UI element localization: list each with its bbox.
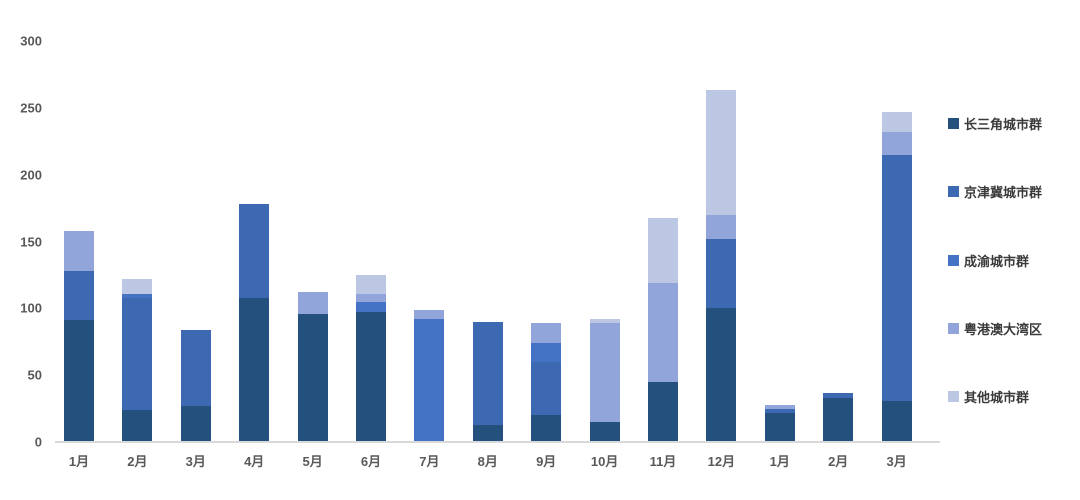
bar-segment[interactable] [531, 415, 562, 442]
x-tick-label: 11月 [649, 454, 677, 469]
bar-segment[interactable] [297, 292, 328, 314]
bar-segment[interactable] [64, 320, 94, 442]
legend-swatch-icon [948, 322, 959, 334]
bar-segment[interactable] [122, 293, 153, 298]
bar-segment[interactable] [64, 270, 94, 321]
bar-column [414, 309, 445, 442]
bar-segment[interactable] [239, 297, 270, 442]
bar-segment[interactable] [881, 111, 912, 133]
y-tick-label: 150 [20, 234, 42, 249]
bar-segment[interactable] [64, 230, 94, 271]
bar-segment[interactable] [648, 217, 678, 284]
bar-segment[interactable] [648, 381, 678, 442]
bar-segment[interactable] [823, 397, 854, 442]
legend-swatch-icon [948, 254, 959, 266]
x-axis-line [55, 441, 940, 443]
bar-segment[interactable] [706, 308, 737, 442]
bar-column [64, 230, 94, 442]
bar-segment[interactable] [531, 361, 562, 416]
legend-label: 成渝城市群 [964, 253, 1030, 269]
bar-segment[interactable] [414, 309, 445, 319]
x-tick-label: 3月 [185, 454, 206, 469]
bar-segment[interactable] [472, 321, 503, 425]
legend-label: 粤港澳大湾区 [964, 321, 1043, 337]
bar-segment[interactable] [881, 154, 912, 401]
bar-column [589, 319, 620, 442]
legend-item[interactable]: 京津冀城市群 [948, 182, 1042, 201]
bar-segment[interactable] [472, 424, 503, 442]
bar-column [180, 329, 211, 442]
bar-segment[interactable] [122, 297, 153, 410]
bar-segment[interactable] [648, 283, 678, 382]
legend-label: 长三角城市群 [964, 117, 1043, 132]
legend-swatch-icon [948, 186, 959, 198]
bar-column [356, 274, 386, 442]
bar-segment[interactable] [881, 400, 912, 442]
bar-segment[interactable] [356, 301, 386, 313]
bar-column [764, 404, 795, 442]
bar-segment[interactable] [297, 313, 328, 442]
legend-label: 京津冀城市群 [964, 185, 1043, 201]
bar-segment[interactable] [239, 204, 270, 298]
bar-segment[interactable] [180, 405, 211, 442]
x-tick-label: 1月 [68, 454, 90, 469]
bar-segment[interactable] [531, 323, 562, 344]
bar-column [706, 90, 737, 442]
y-tick-label: 300 [20, 33, 42, 49]
legend-item[interactable]: 长三角城市群 [948, 114, 1042, 133]
bar-segment[interactable] [764, 404, 795, 409]
chart-legend: 长三角城市群 京津冀城市群 成渝城市群粤港澳大湾区 其他城市群 [948, 0, 1078, 500]
x-tick-label: 12月 [707, 454, 736, 469]
bar-column [472, 321, 503, 442]
bar-segment[interactable] [356, 274, 386, 294]
bar-segment[interactable] [764, 408, 795, 413]
bar-column [239, 204, 270, 442]
bar-segment[interactable] [764, 412, 795, 442]
bar-column [122, 278, 153, 442]
bar-segment[interactable] [356, 293, 386, 302]
y-tick-label: 250 [20, 100, 42, 116]
bar-segment[interactable] [823, 392, 854, 398]
bar-segment[interactable] [356, 312, 386, 442]
bar-segment[interactable] [414, 319, 445, 442]
x-tick-label: 6月 [360, 454, 382, 469]
x-tick-label: 2月 [828, 454, 849, 469]
x-tick-label: 9月 [536, 454, 557, 469]
x-tick-label: 4月 [244, 454, 265, 469]
legend-item[interactable]: 成渝城市群 [948, 251, 1029, 270]
bar-segment[interactable] [706, 90, 737, 215]
bar-segment[interactable] [881, 132, 912, 155]
bar-segment[interactable] [180, 329, 211, 406]
y-tick-label: 200 [20, 167, 42, 183]
x-tick-label: 7月 [419, 454, 440, 469]
y-tick-label: 100 [20, 300, 42, 316]
y-tick-label: 0 [34, 434, 42, 450]
bar-column [881, 111, 912, 442]
bar-segment[interactable] [589, 323, 620, 422]
bar-segment[interactable] [706, 238, 737, 309]
bar-segment[interactable] [589, 319, 620, 324]
bar-segment[interactable] [531, 343, 562, 362]
x-tick-label: 3月 [886, 454, 907, 469]
x-tick-label: 1月 [769, 454, 790, 469]
y-tick-label: 50 [27, 367, 42, 383]
bar-column [531, 323, 562, 442]
legend-label: 其他城市群 [964, 390, 1030, 406]
bar-segment[interactable] [122, 278, 153, 294]
legend-swatch-icon [948, 118, 959, 129]
bar-segment[interactable] [706, 214, 737, 239]
legend-swatch-icon [948, 391, 959, 403]
x-tick-label: 2月 [127, 454, 148, 469]
bar-column [297, 292, 328, 442]
bar-segment[interactable] [122, 409, 153, 442]
x-tick-label: 10月 [590, 454, 619, 469]
bar-column [823, 392, 854, 442]
legend-item[interactable]: 其他城市群 [948, 387, 1029, 406]
bar-segment[interactable] [589, 421, 620, 442]
legend-item[interactable]: 粤港澳大湾区 [948, 319, 1042, 338]
bar-column [648, 217, 678, 442]
x-tick-label: 5月 [302, 454, 323, 469]
x-tick-label: 8月 [477, 454, 498, 469]
